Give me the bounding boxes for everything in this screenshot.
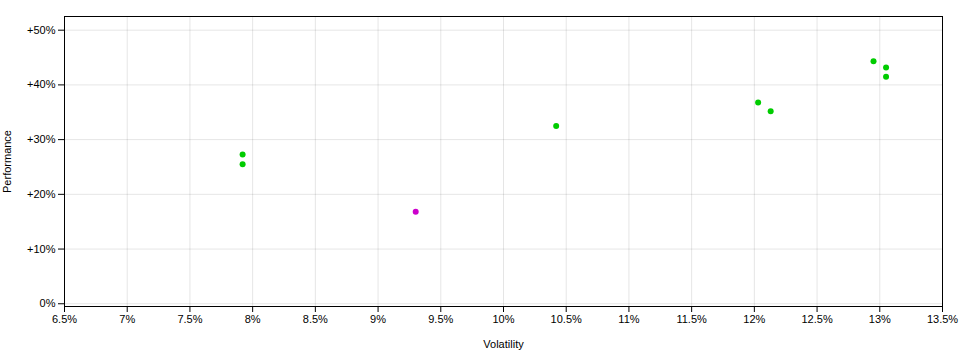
svg-text:13%: 13% bbox=[869, 313, 891, 325]
svg-text:Volatility: Volatility bbox=[483, 338, 524, 350]
svg-text:7%: 7% bbox=[119, 313, 135, 325]
svg-text:10.5%: 10.5% bbox=[551, 313, 582, 325]
svg-text:12.5%: 12.5% bbox=[801, 313, 832, 325]
svg-text:13.5%: 13.5% bbox=[927, 313, 958, 325]
svg-text:8%: 8% bbox=[245, 313, 261, 325]
svg-text:+30%: +30% bbox=[27, 133, 56, 145]
svg-text:6.5%: 6.5% bbox=[52, 313, 77, 325]
svg-text:9.5%: 9.5% bbox=[428, 313, 453, 325]
svg-text:0%: 0% bbox=[40, 297, 56, 309]
svg-text:+40%: +40% bbox=[27, 78, 56, 90]
svg-text:11.5%: 11.5% bbox=[676, 313, 707, 325]
svg-text:+10%: +10% bbox=[27, 243, 56, 255]
svg-text:12%: 12% bbox=[743, 313, 765, 325]
svg-text:+50%: +50% bbox=[27, 24, 56, 36]
svg-text:11%: 11% bbox=[618, 313, 639, 325]
svg-text:7.5%: 7.5% bbox=[177, 313, 202, 325]
svg-text:9%: 9% bbox=[370, 313, 386, 325]
svg-text:+20%: +20% bbox=[27, 188, 56, 200]
svg-text:10%: 10% bbox=[492, 313, 514, 325]
svg-text:8.5%: 8.5% bbox=[303, 313, 328, 325]
svg-text:Performance: Performance bbox=[1, 130, 13, 193]
